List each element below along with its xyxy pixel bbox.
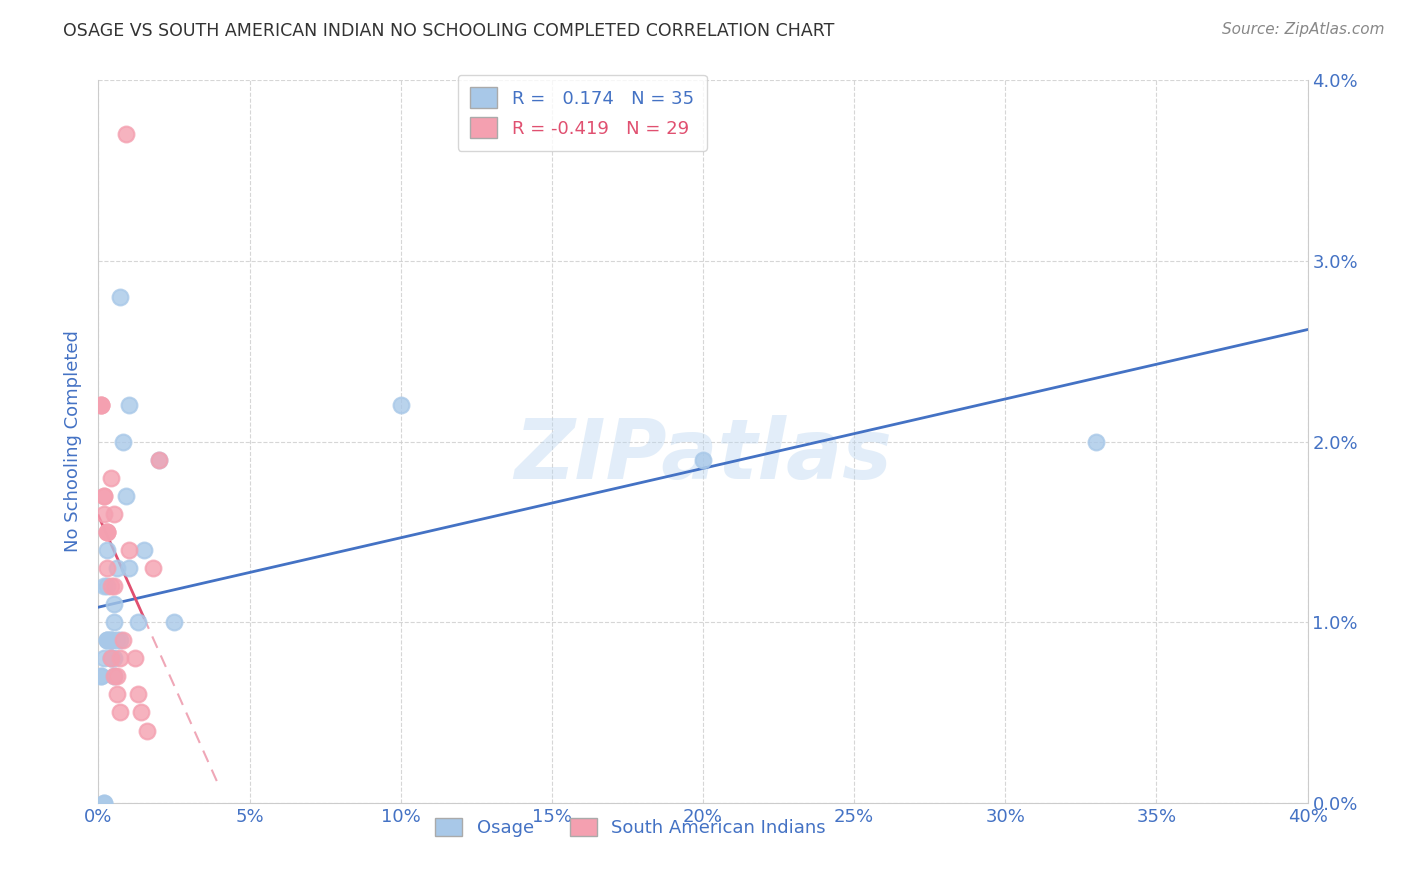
Point bbox=[93, 796, 115, 810]
Point bbox=[103, 507, 125, 521]
Point bbox=[100, 633, 122, 648]
Point bbox=[108, 706, 131, 720]
Point bbox=[105, 669, 128, 683]
Point bbox=[93, 579, 115, 593]
Point bbox=[692, 452, 714, 467]
Point bbox=[103, 597, 125, 611]
Point bbox=[148, 452, 170, 467]
Text: ZIPatlas: ZIPatlas bbox=[515, 416, 891, 497]
Text: OSAGE VS SOUTH AMERICAN INDIAN NO SCHOOLING COMPLETED CORRELATION CHART: OSAGE VS SOUTH AMERICAN INDIAN NO SCHOOL… bbox=[63, 22, 835, 40]
Point bbox=[103, 615, 125, 630]
Point bbox=[103, 669, 125, 683]
Point bbox=[148, 452, 170, 467]
Point bbox=[118, 542, 141, 557]
Point bbox=[114, 489, 136, 503]
Point bbox=[114, 128, 136, 142]
Point bbox=[163, 615, 186, 630]
Point bbox=[389, 398, 412, 412]
Point bbox=[96, 633, 118, 648]
Point bbox=[100, 651, 122, 665]
Point bbox=[90, 398, 112, 412]
Y-axis label: No Schooling Completed: No Schooling Completed bbox=[65, 331, 83, 552]
Point bbox=[90, 669, 112, 683]
Point bbox=[93, 489, 115, 503]
Point bbox=[108, 633, 131, 648]
Point bbox=[93, 651, 115, 665]
Point bbox=[132, 542, 155, 557]
Point bbox=[100, 471, 122, 485]
Legend: Osage, South American Indians: Osage, South American Indians bbox=[427, 811, 834, 845]
Point bbox=[100, 633, 122, 648]
Point bbox=[129, 706, 152, 720]
Point bbox=[90, 669, 112, 683]
Point bbox=[96, 633, 118, 648]
Point bbox=[100, 651, 122, 665]
Point bbox=[142, 561, 165, 575]
Point bbox=[127, 687, 149, 701]
Point bbox=[90, 398, 112, 412]
Point bbox=[105, 687, 128, 701]
Point bbox=[103, 651, 125, 665]
Point bbox=[96, 524, 118, 539]
Point bbox=[111, 434, 134, 449]
Point bbox=[1085, 434, 1108, 449]
Point bbox=[108, 290, 131, 304]
Point bbox=[124, 651, 146, 665]
Point bbox=[118, 561, 141, 575]
Point bbox=[96, 579, 118, 593]
Point bbox=[100, 651, 122, 665]
Point bbox=[127, 615, 149, 630]
Point bbox=[100, 579, 122, 593]
Text: Source: ZipAtlas.com: Source: ZipAtlas.com bbox=[1222, 22, 1385, 37]
Point bbox=[96, 561, 118, 575]
Point bbox=[90, 398, 112, 412]
Point bbox=[93, 507, 115, 521]
Point bbox=[93, 796, 115, 810]
Point bbox=[118, 398, 141, 412]
Point bbox=[96, 542, 118, 557]
Point bbox=[100, 633, 122, 648]
Point bbox=[96, 524, 118, 539]
Point bbox=[96, 633, 118, 648]
Point bbox=[103, 579, 125, 593]
Point bbox=[105, 633, 128, 648]
Point bbox=[135, 723, 157, 738]
Point bbox=[96, 524, 118, 539]
Point bbox=[105, 561, 128, 575]
Point bbox=[111, 633, 134, 648]
Point bbox=[103, 669, 125, 683]
Point bbox=[108, 651, 131, 665]
Point bbox=[93, 489, 115, 503]
